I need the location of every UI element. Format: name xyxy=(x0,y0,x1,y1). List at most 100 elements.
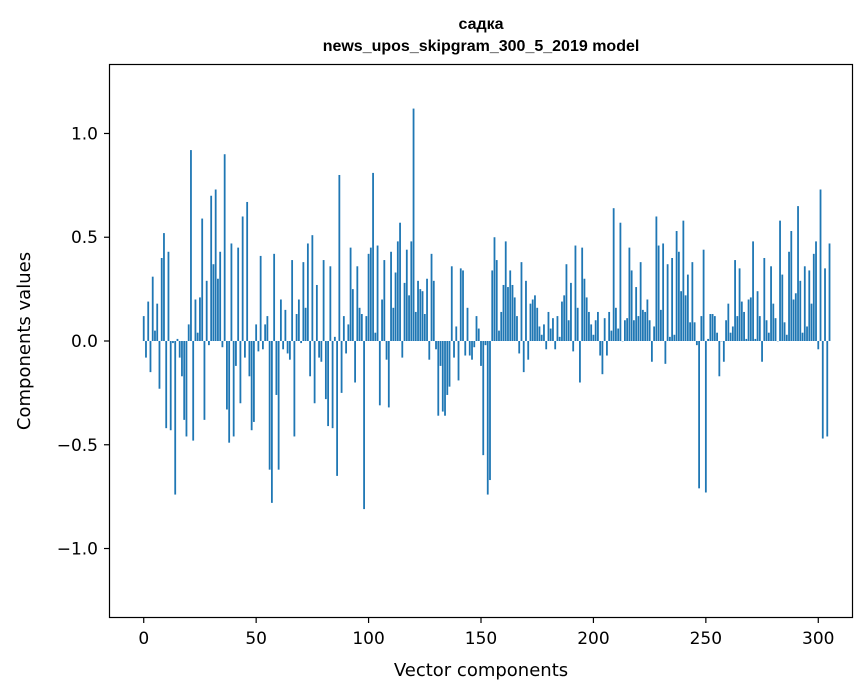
bar-36 xyxy=(223,154,226,341)
bar-206 xyxy=(606,341,608,356)
y-tick-label: 1.0 xyxy=(71,124,98,144)
bar-14 xyxy=(174,341,177,495)
bar-10 xyxy=(165,341,168,429)
bar-227 xyxy=(653,326,656,341)
bar-262 xyxy=(731,326,734,341)
bar-276 xyxy=(763,257,766,341)
bar-216 xyxy=(628,247,631,341)
bar-88 xyxy=(340,341,343,393)
bar-292 xyxy=(799,280,802,341)
bar-237 xyxy=(675,231,678,341)
bar-77 xyxy=(315,284,318,341)
bar-295 xyxy=(806,326,808,341)
bar-168 xyxy=(520,262,523,341)
y-tick-label: −1.0 xyxy=(57,540,98,560)
x-tick-label: 200 xyxy=(577,629,609,649)
bar-121 xyxy=(414,311,417,341)
bar-298 xyxy=(812,253,815,341)
bar-189 xyxy=(567,320,570,341)
bar-30 xyxy=(210,195,213,341)
bar-181 xyxy=(549,328,552,341)
bar-288 xyxy=(790,231,793,341)
bar-167 xyxy=(518,341,521,354)
bar-196 xyxy=(583,278,586,341)
bar-139 xyxy=(455,326,458,341)
bar-15 xyxy=(176,338,179,341)
bar-152 xyxy=(484,341,487,346)
bar-75 xyxy=(311,235,314,341)
bar-52 xyxy=(259,255,262,341)
bars-group xyxy=(142,108,831,510)
bar-258 xyxy=(722,341,725,362)
bar-45 xyxy=(244,341,246,358)
bar-64 xyxy=(286,341,289,354)
bar-267 xyxy=(743,311,745,341)
bar-127 xyxy=(428,341,431,360)
bar-16 xyxy=(178,341,181,358)
bar-179 xyxy=(545,341,548,350)
bar-67 xyxy=(293,341,296,437)
bar-241 xyxy=(684,295,687,341)
bar-21 xyxy=(190,150,192,341)
bar-50 xyxy=(255,324,258,341)
bar-226 xyxy=(650,341,653,362)
bar-101 xyxy=(369,247,372,341)
bar-82 xyxy=(327,341,329,427)
bar-148 xyxy=(475,316,478,341)
bar-183 xyxy=(554,341,557,350)
bar-71 xyxy=(302,262,305,341)
bar-66 xyxy=(291,260,294,341)
bar-62 xyxy=(282,341,285,350)
bar-255 xyxy=(716,332,718,341)
bar-287 xyxy=(788,251,790,341)
bar-104 xyxy=(376,245,379,341)
bar-185 xyxy=(558,336,561,341)
bar-188 xyxy=(565,264,568,341)
bar-229 xyxy=(657,245,660,341)
bar-70 xyxy=(300,341,303,344)
bar-145 xyxy=(468,341,471,356)
bar-115 xyxy=(401,341,404,358)
bar-212 xyxy=(619,222,622,341)
bar-96 xyxy=(358,307,361,341)
bar-125 xyxy=(423,314,426,341)
bar-35 xyxy=(221,341,224,348)
bar-293 xyxy=(801,332,804,341)
bar-294 xyxy=(803,266,806,341)
bar-131 xyxy=(437,341,440,416)
bar-164 xyxy=(511,284,514,341)
y-axis-ticks: −1.0 −0.5 0.0 0.5 1.0 xyxy=(57,124,110,560)
bar-230 xyxy=(659,309,662,341)
bar-38 xyxy=(228,341,231,443)
bar-256 xyxy=(718,341,721,377)
bar-165 xyxy=(513,297,516,341)
bar-155 xyxy=(491,270,494,341)
bar-173 xyxy=(531,299,534,341)
bar-223 xyxy=(644,311,647,341)
bar-249 xyxy=(702,249,705,341)
bar-109 xyxy=(387,341,390,408)
bar-90 xyxy=(345,341,347,354)
bar-154 xyxy=(489,341,491,481)
bar-119 xyxy=(410,241,413,341)
bar-100 xyxy=(367,253,370,341)
bar-84 xyxy=(331,341,334,429)
bar-278 xyxy=(767,332,770,341)
bar-269 xyxy=(747,299,750,341)
y-axis-label: Components values xyxy=(14,252,35,430)
bar-87 xyxy=(338,174,341,341)
bar-158 xyxy=(498,330,500,341)
bar-304 xyxy=(826,341,829,437)
bar-222 xyxy=(641,309,644,341)
bar-238 xyxy=(677,251,680,341)
bar-102 xyxy=(372,172,374,341)
bar-130 xyxy=(435,341,437,350)
plot-frame xyxy=(108,63,854,619)
bar-242 xyxy=(686,274,689,341)
bar-214 xyxy=(624,320,626,341)
bar-12 xyxy=(169,341,172,431)
bar-24 xyxy=(196,332,199,341)
bar-169 xyxy=(522,341,525,373)
bar-302 xyxy=(821,341,824,439)
bar-254 xyxy=(713,316,716,341)
